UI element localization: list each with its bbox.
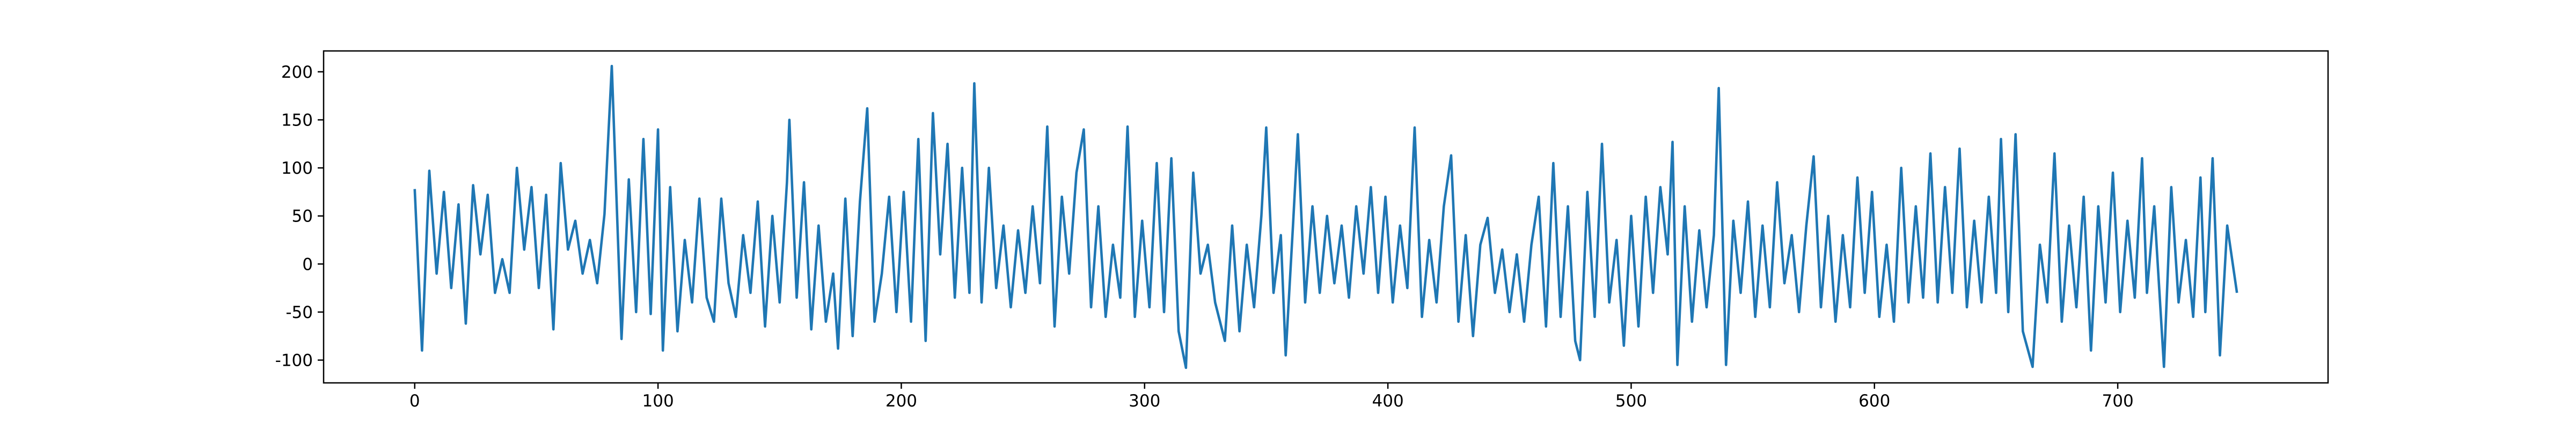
y-tick-label: -100	[275, 351, 313, 371]
x-tick-label: 200	[885, 391, 917, 411]
y-tick-label: 50	[292, 207, 313, 226]
x-tick-label: 500	[1615, 391, 1647, 411]
x-tick-label: 700	[2102, 391, 2134, 411]
y-tick-label: 200	[281, 63, 313, 82]
x-tick-label: 600	[1858, 391, 1890, 411]
plot-frame	[323, 50, 2329, 384]
x-tick-label: 400	[1372, 391, 1404, 411]
x-tick-label: 300	[1129, 391, 1160, 411]
x-tick-label: 100	[642, 391, 674, 411]
y-tick-label: 150	[281, 110, 313, 130]
y-tick-label: 0	[302, 255, 313, 274]
x-tick-label: 0	[409, 391, 420, 411]
y-tick-label: 100	[281, 159, 313, 178]
y-tick-label: -50	[286, 303, 313, 322]
data-line	[413, 64, 2238, 369]
